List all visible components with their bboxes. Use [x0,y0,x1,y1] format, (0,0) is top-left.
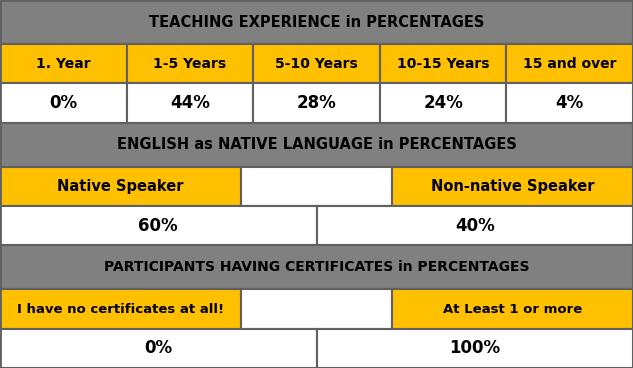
Text: 10-15 Years: 10-15 Years [397,57,489,71]
Text: I have no certificates at all!: I have no certificates at all! [16,302,224,315]
Bar [392,289,633,329]
Text: 0%: 0% [144,339,172,357]
Bar [0,167,241,206]
Text: 0%: 0% [49,94,77,112]
Bar [0,245,633,289]
Bar [316,329,633,368]
Text: 28%: 28% [297,94,336,112]
Bar [253,44,380,83]
Text: 4%: 4% [556,94,584,112]
Text: 40%: 40% [455,217,494,235]
Text: Native Speaker: Native Speaker [57,179,184,194]
Text: 1-5 Years: 1-5 Years [153,57,227,71]
Bar [506,83,633,123]
Bar [0,329,316,368]
Bar [0,123,633,167]
Bar [316,206,633,245]
Bar [0,83,127,123]
Text: TEACHING EXPERIENCE in PERCENTAGES: TEACHING EXPERIENCE in PERCENTAGES [149,14,484,29]
Text: 100%: 100% [449,339,500,357]
Text: 1. Year: 1. Year [36,57,91,71]
Bar [0,0,633,44]
Text: PARTICIPANTS HAVING CERTIFICATES in PERCENTAGES: PARTICIPANTS HAVING CERTIFICATES in PERC… [104,260,529,275]
Bar [392,167,633,206]
Bar [127,44,253,83]
Bar [253,83,380,123]
Text: Non-native Speaker: Non-native Speaker [431,179,594,194]
Bar [127,83,253,123]
Text: ENGLISH as NATIVE LANGUAGE in PERCENTAGES: ENGLISH as NATIVE LANGUAGE in PERCENTAGE… [116,137,517,152]
Text: 60%: 60% [139,217,178,235]
Bar [241,167,392,206]
Text: 24%: 24% [423,94,463,112]
Bar [506,44,633,83]
Bar [0,206,316,245]
Text: 15 and over: 15 and over [523,57,617,71]
Text: 44%: 44% [170,94,210,112]
Text: At Least 1 or more: At Least 1 or more [443,302,582,315]
Bar [0,289,241,329]
Text: 5-10 Years: 5-10 Years [275,57,358,71]
Bar [241,289,392,329]
Bar [380,44,506,83]
Bar [0,44,127,83]
Bar [380,83,506,123]
